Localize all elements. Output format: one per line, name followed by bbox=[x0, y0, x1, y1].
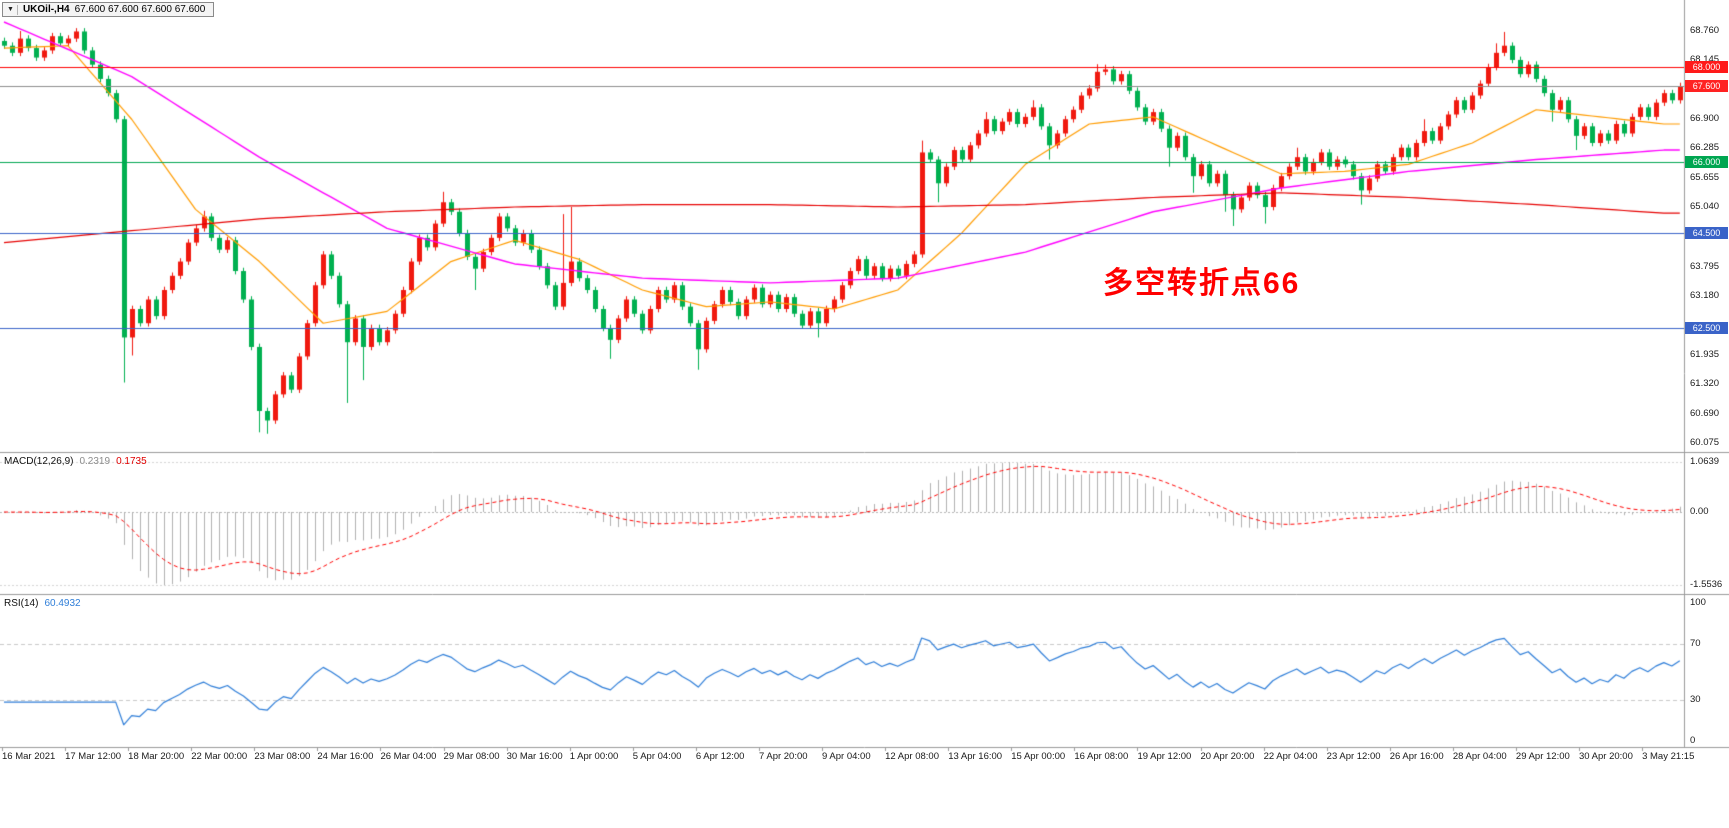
price-axis-label: 68.760 bbox=[1690, 25, 1720, 36]
collapse-triangle-icon[interactable]: ▼ bbox=[6, 4, 18, 15]
price-level-tag: 66.000 bbox=[1685, 155, 1728, 168]
current-price-tag: 67.600 bbox=[1685, 80, 1728, 93]
time-axis-label: 16 Apr 08:00 bbox=[1074, 751, 1129, 762]
rsi-axis-label: 30 bbox=[1690, 693, 1701, 705]
rsi-name: RSI(14) bbox=[4, 598, 39, 609]
price-axis-label: 68.145 bbox=[1690, 54, 1720, 66]
price-axis-label: 61.320 bbox=[1690, 377, 1720, 389]
time-axis-label: 28 Apr 04:00 bbox=[1452, 751, 1507, 762]
macd-indicator-label: MACD(12,26,9) 0.2319 0.1735 bbox=[4, 456, 153, 467]
time-axis-label: 18 Mar 20:00 bbox=[128, 751, 185, 762]
time-axis-label: 5 Apr 04:00 bbox=[632, 751, 682, 762]
price-axis-label: 63.180 bbox=[1690, 289, 1720, 301]
time-axis-label: 26 Apr 16:00 bbox=[1389, 751, 1444, 762]
time-axis[interactable]: 16 Mar 2021 17 Mar 12:00 18 Mar 20:00 22 Ma… bbox=[0, 747, 1729, 771]
rsi-axis-label: 70 bbox=[1690, 638, 1701, 650]
price-axis-label: 65.040 bbox=[1690, 201, 1720, 213]
rsi-value: 60.4932 bbox=[44, 598, 81, 609]
price-level-tag: 64.500 bbox=[1685, 227, 1728, 240]
time-axis-label: 29 Mar 08:00 bbox=[443, 751, 500, 762]
time-axis-label: 15 Apr 00:00 bbox=[1011, 751, 1066, 762]
price-axis-label: 65.655 bbox=[1690, 172, 1720, 184]
time-axis-label: 9 Apr 04:00 bbox=[822, 751, 871, 762]
price-level-tag: 62.500 bbox=[1685, 321, 1728, 334]
price-axis-label: 60.690 bbox=[1690, 407, 1720, 419]
time-axis-label: 1 Apr 00:00 bbox=[569, 751, 619, 762]
time-axis-label: 22 Mar 00:00 bbox=[191, 751, 248, 762]
time-axis-label: 17 Mar 12:00 bbox=[65, 751, 122, 762]
symbol-timeframe-label: UKOil-,H4 bbox=[22, 4, 70, 15]
price-axis-label: 61.935 bbox=[1690, 348, 1720, 360]
rsi-axis-label: 0 bbox=[1690, 735, 1696, 746]
macd-main-value: 0.2319 bbox=[79, 456, 111, 467]
time-axis-label: 16 Mar 2021 bbox=[2, 751, 56, 762]
time-axis-label: 29 Apr 12:00 bbox=[1515, 751, 1570, 762]
price-axis[interactable]: 68.760 68.145 66.900 66.285 65.655 65.040 63.7… bbox=[1684, 0, 1729, 747]
time-axis-label: 12 Apr 08:00 bbox=[885, 751, 939, 762]
price-level-tag: 68.000 bbox=[1685, 61, 1728, 74]
price-axis-label: 63.795 bbox=[1690, 260, 1720, 272]
macd-name: MACD(12,26,9) bbox=[4, 456, 74, 467]
time-axis-label: 20 Apr 20:00 bbox=[1200, 751, 1255, 762]
rsi-axis-label: 100 bbox=[1690, 597, 1706, 608]
time-axis-label: 26 Mar 04:00 bbox=[380, 751, 437, 762]
time-axis-label: 7 Apr 20:00 bbox=[758, 751, 808, 762]
time-axis-label: 6 Apr 12:00 bbox=[695, 751, 745, 762]
time-axis-label: 13 Apr 16:00 bbox=[948, 751, 1003, 762]
chart-title-box: ▼ UKOil-,H4 67.600 67.600 67.600 67.600 bbox=[2, 2, 215, 17]
price-axis-label: 66.900 bbox=[1690, 113, 1720, 125]
time-axis-label: 30 Mar 16:00 bbox=[506, 751, 563, 762]
ohlc-values: 67.600 67.600 67.600 67.600 bbox=[74, 4, 206, 15]
macd-axis-label: 0.00 bbox=[1690, 506, 1709, 517]
macd-signal-value: 0.1735 bbox=[116, 456, 147, 467]
annotation-text: 多空转折点66 bbox=[1103, 267, 1301, 300]
rsi-indicator-label: RSI(14) 60.4932 bbox=[4, 598, 87, 609]
time-axis-label: 23 Apr 12:00 bbox=[1326, 751, 1381, 762]
time-axis-label: 30 Apr 20:00 bbox=[1579, 751, 1633, 762]
time-axis-label: 23 Mar 08:00 bbox=[254, 751, 311, 762]
price-axis-label: 66.285 bbox=[1690, 142, 1720, 154]
time-axis-label: 24 Mar 16:00 bbox=[317, 751, 374, 762]
time-axis-label: 3 May 21:15 bbox=[1642, 751, 1695, 762]
time-axis-label: 19 Apr 12:00 bbox=[1137, 751, 1192, 762]
time-axis-label: 22 Apr 04:00 bbox=[1263, 751, 1318, 762]
macd-axis-label: 1.0639 bbox=[1690, 456, 1720, 467]
price-axis-label: 60.075 bbox=[1690, 437, 1720, 449]
macd-axis-label: -1.5536 bbox=[1690, 579, 1723, 590]
